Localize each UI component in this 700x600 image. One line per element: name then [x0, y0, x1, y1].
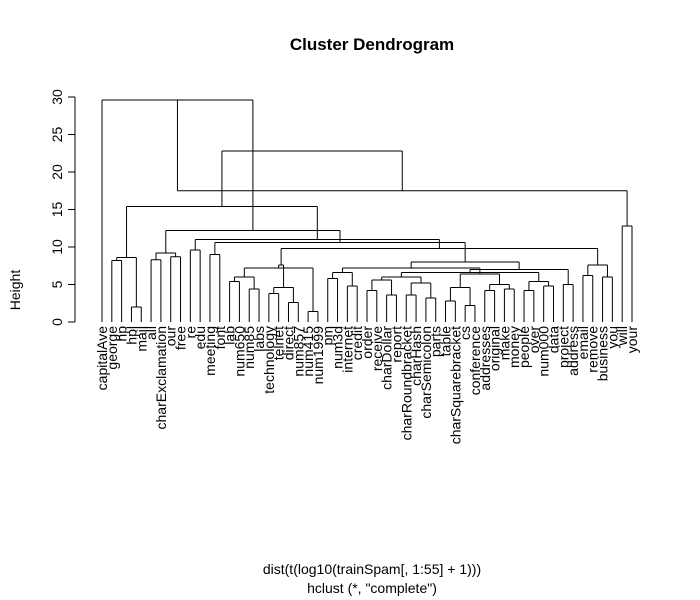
leaf-label: cs	[457, 326, 473, 340]
leaf-label: table	[438, 326, 454, 357]
leaf-label: original	[487, 326, 503, 371]
leaf-label: hpl	[123, 326, 139, 345]
leaf-label: over	[526, 326, 542, 354]
leaf-label: you	[604, 326, 620, 349]
leaf-label: charRoundbracket	[398, 326, 414, 441]
y-axis: 0 5 10 15 20 25 30	[49, 89, 76, 326]
leaf-label: order	[359, 326, 375, 359]
leaf-label: email	[575, 326, 591, 359]
leaf-label: num650	[231, 326, 247, 377]
leaf-label: meeting	[202, 326, 218, 376]
leaf-label: your	[624, 326, 640, 354]
leaf-label: money	[506, 326, 522, 368]
leaf-label: charHash	[408, 326, 424, 386]
leaf-label: make	[496, 326, 512, 360]
leaf-label: lab	[222, 326, 238, 345]
leaf-label: num415	[300, 326, 316, 377]
y-tick-label: 0	[49, 318, 65, 326]
leaf-label: re	[182, 326, 198, 339]
dendrogram-tree	[101, 99, 633, 322]
leaf-label: direct	[280, 326, 296, 360]
leaf-label: conference	[467, 326, 483, 395]
leaf-labels: capitalAvegeorgehphplmailallcharExclamat…	[94, 326, 640, 445]
leaf-label: credit	[349, 326, 365, 360]
leaf-label: num3d	[330, 326, 346, 369]
x-axis-label: dist(t(log10(trainSpam[, 1:55] + 1)))	[263, 561, 481, 577]
y-tick-label: 5	[49, 280, 65, 288]
leaf-label: num85	[241, 326, 257, 369]
leaf-label: parts	[428, 326, 444, 357]
leaf-label: remove	[585, 326, 601, 373]
leaf-label: charSquarebracket	[447, 326, 463, 444]
leaf-label: edu	[192, 326, 208, 349]
leaf-label: charExclamation	[153, 326, 169, 430]
y-tick-label: 15	[49, 202, 65, 218]
leaf-label: free	[173, 326, 189, 350]
leaf-label: data	[545, 326, 561, 353]
leaf-label: num1999	[310, 326, 326, 385]
leaf-label: george	[104, 326, 120, 370]
leaf-label: internet	[339, 326, 355, 373]
leaf-label: telnet	[271, 326, 287, 360]
leaf-label: capitalAve	[94, 326, 110, 391]
y-tick-label: 25	[49, 127, 65, 143]
y-axis-label: Height	[7, 270, 23, 311]
leaf-label: our	[163, 326, 179, 347]
leaf-label: charSemicolon	[418, 326, 434, 419]
leaf-label: addresses	[477, 326, 493, 391]
leaf-label: font	[212, 326, 228, 349]
method-label: hclust (*, "complete")	[307, 580, 437, 596]
leaf-label: business	[595, 326, 611, 381]
leaf-label: all	[143, 326, 159, 340]
leaf-label: hp	[114, 326, 130, 342]
leaf-label: pm	[320, 326, 336, 345]
leaf-label: technology	[261, 326, 277, 394]
y-tick-label: 10	[49, 239, 65, 255]
leaf-label: mail	[133, 326, 149, 352]
chart-title: Cluster Dendrogram	[290, 35, 454, 54]
leaf-label: labs	[251, 326, 267, 352]
leaf-label: charDollar	[379, 326, 395, 390]
y-tick-label: 30	[49, 89, 65, 105]
leaf-label: report	[388, 326, 404, 363]
leaf-label: address	[565, 326, 581, 376]
leaf-label: receive	[369, 326, 385, 371]
leaf-label: num000	[536, 326, 552, 377]
leaf-label: people	[516, 326, 532, 368]
leaf-label: num857	[290, 326, 306, 377]
y-tick-label: 20	[49, 164, 65, 180]
leaf-label: will	[614, 326, 630, 346]
leaf-label: project	[555, 326, 571, 368]
